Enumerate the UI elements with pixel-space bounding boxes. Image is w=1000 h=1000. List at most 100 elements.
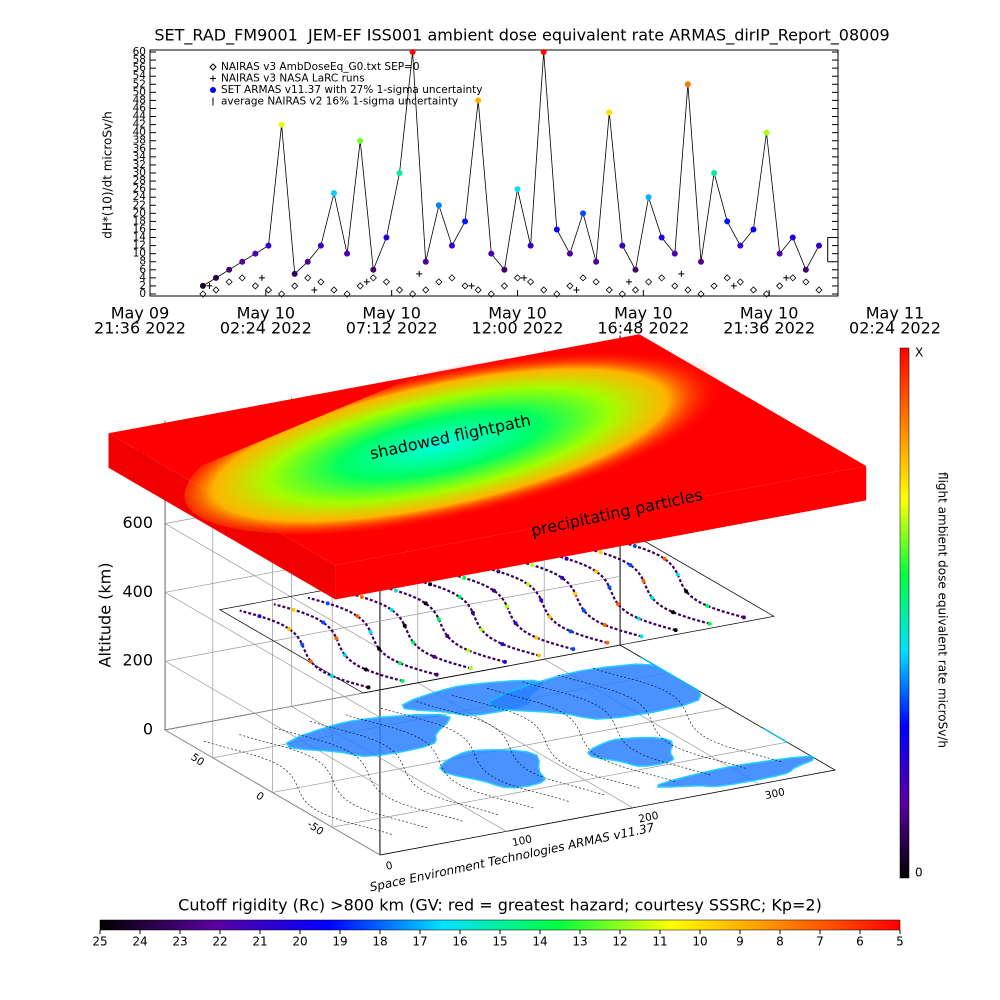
point: [789, 234, 796, 241]
y-tick-label: 16: [133, 223, 147, 235]
point: [671, 282, 679, 290]
flight-dot: [342, 653, 347, 658]
flight-dot: [363, 667, 368, 672]
y-tick-label: 40: [133, 127, 146, 139]
flight-dot: [675, 572, 680, 577]
point: [291, 282, 299, 290]
point: [264, 286, 273, 294]
x-tick-label: May 10: [362, 304, 421, 323]
flight-dot: [325, 601, 330, 606]
y-tick-label: 60: [133, 46, 146, 58]
point: [711, 170, 718, 176]
colorbar-tick-label: 16: [452, 935, 467, 949]
flight-dot: [628, 563, 633, 568]
flight-dot: [329, 673, 334, 678]
colorbar-tick-label: 21: [252, 935, 267, 949]
flight-dot: [321, 620, 326, 625]
y-tick-label: 44: [133, 111, 147, 123]
colorbar-tick-label: 23: [172, 935, 187, 949]
point: [593, 258, 600, 265]
point: [382, 278, 390, 286]
y-tick-label: 10: [133, 248, 146, 260]
point: [409, 49, 416, 55]
slab-side: [335, 466, 867, 600]
point: [251, 282, 259, 290]
y-tick-label: 6: [139, 264, 146, 276]
point: [422, 258, 429, 265]
colorbar-tick-label: 12: [612, 935, 627, 949]
z-axis-label: Altitude (km): [96, 563, 115, 668]
x-tick-label: 200: [638, 810, 660, 826]
legend-marker: [209, 63, 217, 71]
flight-dot: [368, 630, 373, 635]
point: [553, 290, 561, 298]
flight-track: [512, 558, 642, 638]
colorbar-tick-label: 5: [896, 935, 904, 949]
colorbar-tick-label: 20: [292, 935, 307, 949]
x-tick-label: May 10: [740, 304, 799, 323]
flight-dot: [355, 614, 360, 619]
x-tick-label: 21:36 2022: [94, 319, 186, 338]
y-tick-label: 0: [139, 288, 146, 300]
flight-dot: [571, 647, 576, 652]
y-tick-label: 50: [133, 86, 146, 98]
colorbar-tick-label: 19: [332, 935, 347, 949]
point: [448, 242, 455, 249]
flight-track: [478, 564, 608, 644]
point: [357, 137, 364, 144]
grid-line: [164, 420, 381, 856]
colorbar-title: flight ambient dose equivalent rate micr…: [936, 472, 950, 748]
y-tick-label: 56: [133, 62, 147, 74]
z-tick-label: 200: [122, 651, 153, 670]
flight-dot: [526, 582, 531, 587]
point: [527, 278, 535, 286]
flight-track: [614, 539, 745, 619]
flight-dot: [632, 543, 637, 548]
ground-track: [451, 694, 640, 789]
point: [383, 234, 390, 241]
y-tick-label: 28: [133, 175, 146, 187]
colorbar-tick-label: 6: [856, 935, 864, 949]
point: [474, 286, 482, 294]
point: [710, 282, 718, 290]
point: [815, 286, 823, 294]
point: [566, 282, 574, 290]
flight-dot: [400, 679, 405, 684]
flight-track: [239, 609, 369, 689]
flight-dot: [639, 634, 644, 639]
point: [252, 250, 259, 257]
x-tick-label: May 10: [237, 304, 296, 323]
point: [723, 274, 731, 282]
z-tick-label: 400: [122, 582, 153, 601]
flight-dot: [684, 589, 689, 594]
flight-dot: [466, 648, 471, 653]
x-tick-label: 300: [764, 786, 786, 802]
flight-dot: [602, 622, 607, 627]
flight-dot: [402, 623, 407, 628]
point: [631, 286, 640, 294]
point: [226, 266, 233, 273]
point: [291, 270, 298, 277]
point: [343, 290, 351, 298]
point: [698, 258, 705, 265]
point: [212, 286, 220, 294]
point: [606, 109, 613, 116]
colorbar: [899, 347, 910, 879]
flight-dot: [445, 634, 450, 639]
flight-dot: [594, 569, 599, 574]
legend-marker: [210, 75, 216, 82]
flight-dot: [564, 556, 569, 561]
flight-dot: [598, 550, 603, 555]
point: [802, 266, 809, 273]
flight-dot: [300, 642, 305, 647]
flight-dot: [491, 588, 496, 593]
flight-dot: [605, 640, 610, 645]
flight-track: [341, 590, 472, 670]
ground-track: [203, 740, 392, 835]
point: [278, 121, 285, 128]
flight-dot: [537, 653, 542, 658]
flight-dot: [334, 636, 339, 641]
point: [658, 274, 666, 282]
point: [684, 286, 692, 294]
